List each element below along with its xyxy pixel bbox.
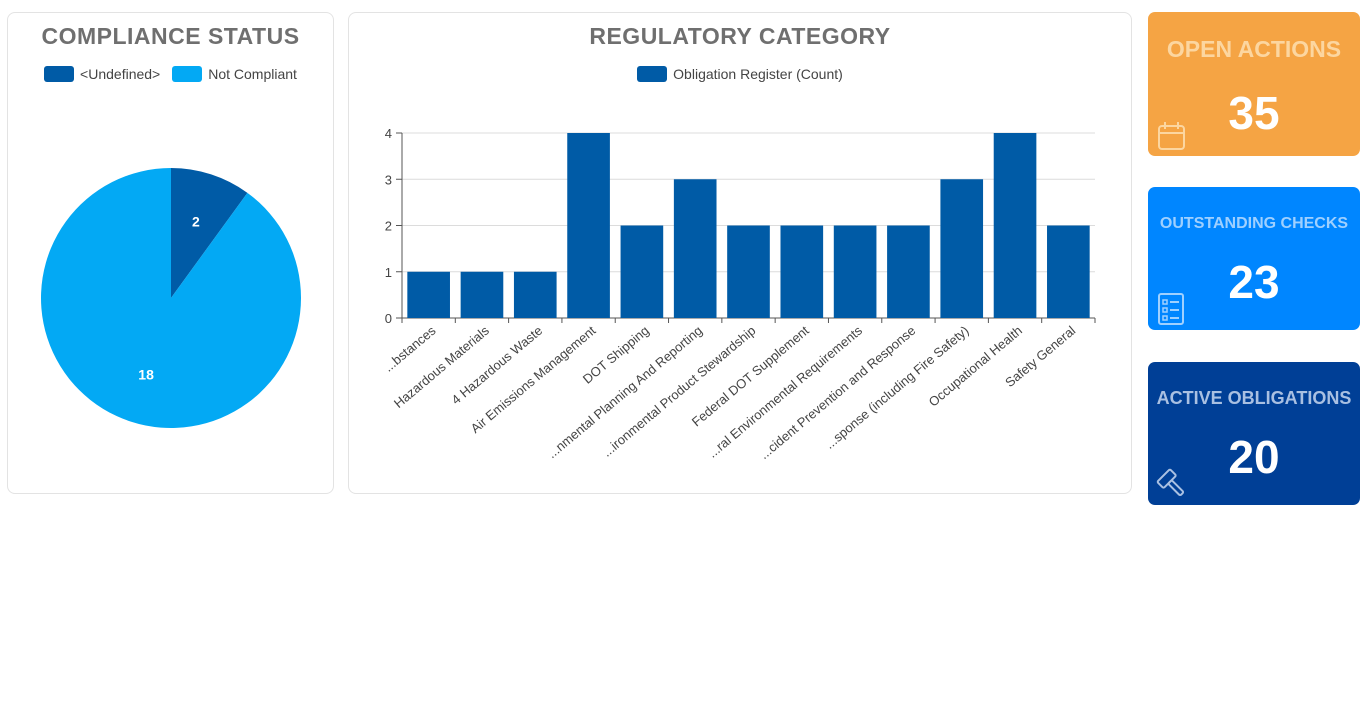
active-obligations-value: 20 <box>1228 431 1280 483</box>
checklist-icon <box>1158 293 1184 325</box>
legend-item-obligation-register[interactable]: Obligation Register (Count) <box>637 66 843 82</box>
legend-label-undefined: <Undefined> <box>80 66 161 82</box>
bar[interactable] <box>567 133 610 318</box>
legend-item-undefined[interactable]: <Undefined> <box>44 66 160 82</box>
calendar-icon <box>1158 122 1185 150</box>
compliance-pie-chart: 2 18 <box>41 168 302 428</box>
bar[interactable] <box>513 271 557 318</box>
regulatory-category-card: REGULATORY CATEGORY Obligation Register … <box>348 12 1132 494</box>
gavel-icon <box>1156 468 1185 497</box>
active-obligations-label: ACTIVE OBLIGATIONS <box>1156 388 1352 408</box>
bar[interactable] <box>407 271 450 318</box>
x-tick-label: Occupational Health <box>926 323 1025 410</box>
x-tick-label: Hazardous Materials <box>391 322 492 410</box>
y-tick-label: 2 <box>385 219 392 234</box>
open-actions-value: 35 <box>1228 87 1280 139</box>
y-tick-label: 3 <box>385 172 392 187</box>
legend-swatch-obligation-register <box>637 66 668 82</box>
outstanding-checks-label: OUTSTANDING CHECKS <box>1159 215 1349 232</box>
y-tick-label: 4 <box>385 126 392 141</box>
legend-swatch-not-compliant <box>172 66 203 82</box>
compliance-status-title: COMPLIANCE STATUS <box>41 23 300 49</box>
y-tick-label: 1 <box>385 265 392 280</box>
compliance-status-card: COMPLIANCE STATUS <Undefined> Not Compli… <box>7 12 334 494</box>
outstanding-checks-value: 23 <box>1228 256 1280 308</box>
legend-label-not-compliant: Not Compliant <box>208 66 297 82</box>
category-legend: Obligation Register (Count) <box>349 66 1131 82</box>
bar[interactable] <box>673 179 717 318</box>
bar[interactable] <box>993 133 1037 318</box>
pie-data-label: 18 <box>138 367 154 383</box>
legend-item-not-compliant[interactable]: Not Compliant <box>172 66 297 82</box>
pie-slice-undefined[interactable] <box>171 168 248 298</box>
outstanding-checks-tile[interactable]: OUTSTANDING CHECKS 23 <box>1148 187 1360 330</box>
regulatory-category-title: REGULATORY CATEGORY <box>589 23 891 49</box>
open-actions-label: OPEN ACTIONS <box>1166 36 1342 62</box>
bar[interactable] <box>460 271 504 318</box>
x-tick-label: 4 Hazardous Waste <box>448 323 545 408</box>
legend-label-obligation-register: Obligation Register (Count) <box>673 66 843 82</box>
bar[interactable] <box>940 179 984 318</box>
legend-swatch-undefined <box>44 66 75 82</box>
bar[interactable] <box>727 225 770 319</box>
bar[interactable] <box>833 225 877 319</box>
compliance-legend: <Undefined> Not Compliant <box>8 66 333 82</box>
y-tick-label: 0 <box>385 311 392 326</box>
pie-data-label: 2 <box>192 213 200 229</box>
bar[interactable] <box>1047 225 1090 319</box>
bar[interactable] <box>887 225 930 319</box>
pie-slice-not-compliant[interactable] <box>41 168 302 428</box>
active-obligations-tile[interactable]: ACTIVE OBLIGATIONS 20 <box>1148 362 1360 505</box>
bar[interactable] <box>780 225 824 319</box>
bar[interactable] <box>620 225 664 319</box>
open-actions-tile[interactable]: OPEN ACTIONS 35 <box>1148 12 1360 156</box>
